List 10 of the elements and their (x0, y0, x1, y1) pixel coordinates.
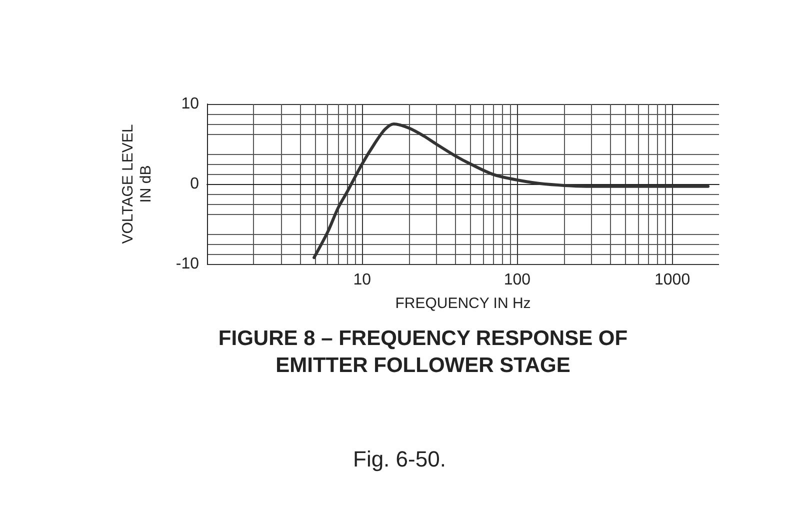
x-axis-title: FREQUENCY IN Hz (395, 295, 531, 312)
y-tick-label: 10 (181, 96, 200, 112)
text: FIGURE 8 – FREQUENCY RESPONSE OF EMITTER FOLLOWER STAGE (218, 327, 628, 377)
x-tick-label: 10 (353, 272, 372, 288)
y-tick-label: -10 (176, 256, 200, 272)
x-tick-label: 1000 (654, 272, 690, 288)
x-tick-label: 100 (504, 272, 531, 288)
y-tick-label: 0 (190, 176, 200, 192)
caption: Fig. 6-50. (353, 446, 446, 472)
y-axis-title: VOLTAGE LEVEL IN dB (120, 124, 154, 244)
